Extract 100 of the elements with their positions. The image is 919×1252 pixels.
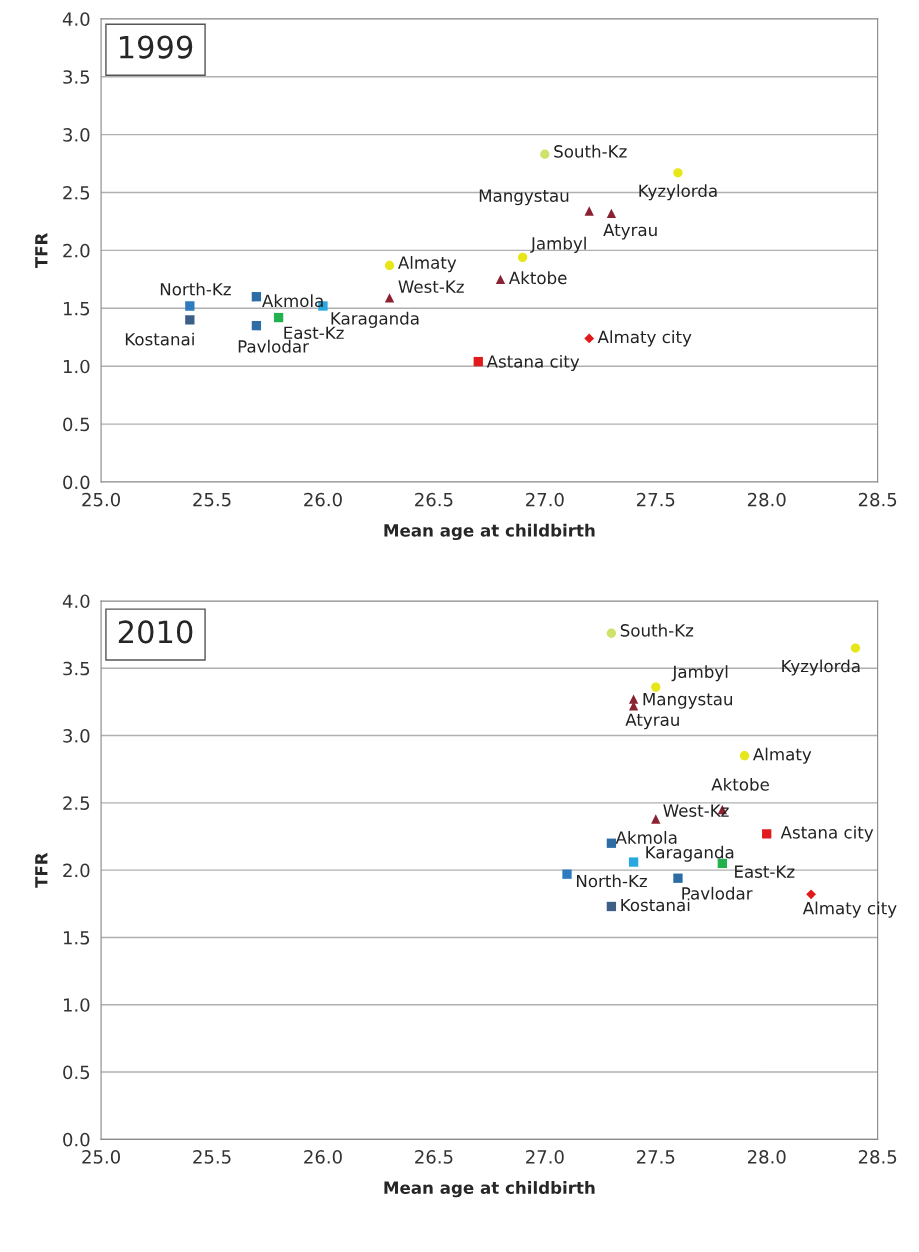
x-tick-label: 25.5 — [193, 1150, 231, 1164]
point — [517, 252, 528, 263]
point — [762, 829, 772, 839]
point — [606, 901, 617, 912]
y-tick-label: 0.5 — [63, 1065, 90, 1080]
series-label: Karaganda — [646, 845, 734, 862]
series-label: Kyzylorda — [639, 184, 717, 201]
x-tick-label: 26.5 — [415, 492, 453, 507]
series-label: Aktobe — [508, 271, 567, 285]
series-label: Karaganda — [331, 311, 419, 328]
series-label: West-Kz — [398, 280, 464, 293]
point — [473, 356, 483, 367]
chart-title: 1999 — [119, 35, 193, 59]
y-tick-label: 1.5 — [63, 931, 90, 945]
y-tick-label: 2.0 — [63, 243, 90, 258]
point — [651, 682, 661, 692]
y-axis-title: TFR — [35, 852, 48, 888]
series-label: Almaty — [397, 256, 457, 273]
point — [540, 149, 550, 159]
series-label: South-Kz — [620, 623, 694, 637]
x-tick-label: 27.0 — [526, 1150, 564, 1164]
y-tick-label: 0.0 — [63, 1132, 90, 1147]
x-tick-label: 25.0 — [82, 1150, 120, 1164]
x-tick-label: 27.5 — [636, 492, 675, 507]
series-label: Jambyl — [530, 236, 586, 253]
point — [606, 208, 617, 218]
point — [185, 315, 195, 325]
point — [606, 838, 617, 848]
x-axis-title: Mean age at childbirth — [384, 1181, 595, 1198]
x-tick-label: 26.0 — [304, 492, 342, 507]
series-label: East-Kz — [735, 865, 795, 878]
text: 2010 — [118, 620, 193, 644]
y-tick-label: 2.5 — [63, 185, 90, 200]
series-label: South-Kz — [554, 144, 627, 158]
y-tick-label: 2.0 — [63, 863, 90, 878]
series-label: North-Kz — [576, 874, 647, 888]
point — [584, 206, 594, 216]
point — [651, 814, 661, 824]
point — [584, 333, 595, 344]
point — [495, 274, 506, 285]
x-tick-label: 25.5 — [193, 492, 231, 507]
x-axis-title: Mean age at childbirth — [384, 523, 595, 541]
series-label: Astana city — [486, 354, 580, 372]
series-label: North-Kz — [160, 282, 231, 296]
y-tick-label: 3.5 — [63, 70, 90, 84]
x-tick-label: 26.5 — [415, 1150, 453, 1164]
point — [806, 889, 816, 900]
point — [739, 751, 750, 761]
point — [185, 301, 195, 311]
series-label: Pavlodar — [682, 886, 753, 900]
y-tick-label: 4.0 — [62, 594, 90, 609]
y-axis-title: TFR — [35, 232, 48, 269]
x-tick-label: 28.0 — [747, 492, 786, 507]
series-label: Akmola — [262, 294, 323, 308]
series-label: Mangystau — [643, 693, 732, 709]
series-label: Atyrau — [603, 223, 657, 240]
x-tick-label: 26.0 — [304, 1150, 342, 1164]
y-tick-label: 4.0 — [62, 12, 90, 26]
point — [562, 869, 572, 879]
x-tick-label: 28.5 — [858, 492, 897, 507]
series-label: Almaty — [752, 747, 812, 764]
y-tick-label: 3.5 — [63, 661, 90, 676]
series-label: Atyrau — [625, 713, 679, 730]
y-tick-label: 3.0 — [63, 128, 90, 142]
series-label: Pavlodar — [238, 339, 309, 353]
series-label: Akmola — [615, 830, 677, 844]
point — [628, 857, 639, 867]
y-tick-label: 1.0 — [63, 359, 90, 374]
series-label: Aktobe — [711, 777, 769, 791]
x-tick-label: 28.5 — [858, 1150, 897, 1164]
point — [628, 694, 639, 704]
y-tick-label: 0.5 — [63, 417, 90, 432]
point — [606, 628, 617, 638]
series-label: Jambyl — [671, 665, 728, 682]
x-tick-label: 27.5 — [636, 1150, 675, 1164]
point — [251, 321, 262, 331]
x-tick-label: 25.0 — [82, 492, 120, 507]
x-tick-label: 27.0 — [526, 492, 564, 507]
series-label: Almaty city — [802, 901, 897, 918]
y-tick-label: 0.0 — [63, 475, 90, 490]
y-tick-label: 1.5 — [63, 302, 90, 316]
series-label: West-Kz — [663, 804, 729, 817]
series-label: East-Kz — [284, 326, 344, 340]
y-tick-label: 3.0 — [63, 729, 90, 743]
point — [673, 873, 683, 883]
y-tick-label: 2.5 — [63, 796, 90, 810]
point — [251, 292, 262, 302]
point — [673, 168, 683, 178]
series-label: Kyzylorda — [782, 659, 860, 676]
series-label: Almaty city — [597, 330, 692, 347]
point — [384, 260, 395, 271]
series-label: Kostanai — [125, 332, 194, 346]
point — [850, 643, 861, 653]
point — [384, 293, 395, 303]
y-tick-label: 1.0 — [63, 998, 90, 1012]
point — [273, 312, 284, 323]
series-label: Kostanai — [621, 898, 690, 912]
series-label: Astana city — [780, 825, 874, 842]
x-tick-label: 28.0 — [747, 1150, 786, 1164]
series-label: Mangystau — [479, 189, 569, 206]
